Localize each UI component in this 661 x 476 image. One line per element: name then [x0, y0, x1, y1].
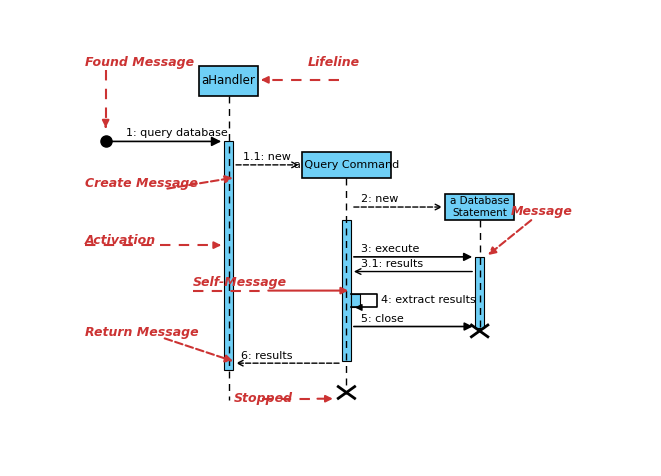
Text: 5: close: 5: close [362, 314, 404, 324]
Text: aHandler: aHandler [202, 74, 256, 87]
Text: 3.1: results: 3.1: results [362, 259, 424, 269]
Text: 2: new: 2: new [362, 195, 399, 205]
FancyBboxPatch shape [445, 194, 514, 220]
Text: a Query Command: a Query Command [294, 160, 399, 170]
Text: Lifeline: Lifeline [308, 56, 360, 69]
Text: a Database
Statement: a Database Statement [450, 196, 510, 218]
Text: 3: execute: 3: execute [362, 244, 420, 254]
Text: 4: extract results: 4: extract results [381, 296, 475, 306]
Text: 6: results: 6: results [241, 351, 292, 361]
Text: Return Message: Return Message [85, 326, 199, 339]
FancyBboxPatch shape [342, 220, 351, 361]
Text: Found Message: Found Message [85, 56, 194, 69]
Text: 1: query database: 1: query database [126, 129, 228, 139]
Text: Create Message: Create Message [85, 177, 198, 190]
Text: 1.1: new: 1.1: new [243, 152, 292, 162]
Text: Message: Message [510, 205, 572, 218]
Text: Stopped: Stopped [234, 392, 293, 405]
FancyBboxPatch shape [301, 152, 391, 178]
Text: Activation: Activation [85, 234, 156, 247]
Text: Self-Message: Self-Message [193, 276, 287, 289]
FancyBboxPatch shape [475, 257, 485, 328]
FancyBboxPatch shape [224, 141, 233, 370]
FancyBboxPatch shape [199, 66, 258, 96]
FancyBboxPatch shape [351, 294, 360, 307]
